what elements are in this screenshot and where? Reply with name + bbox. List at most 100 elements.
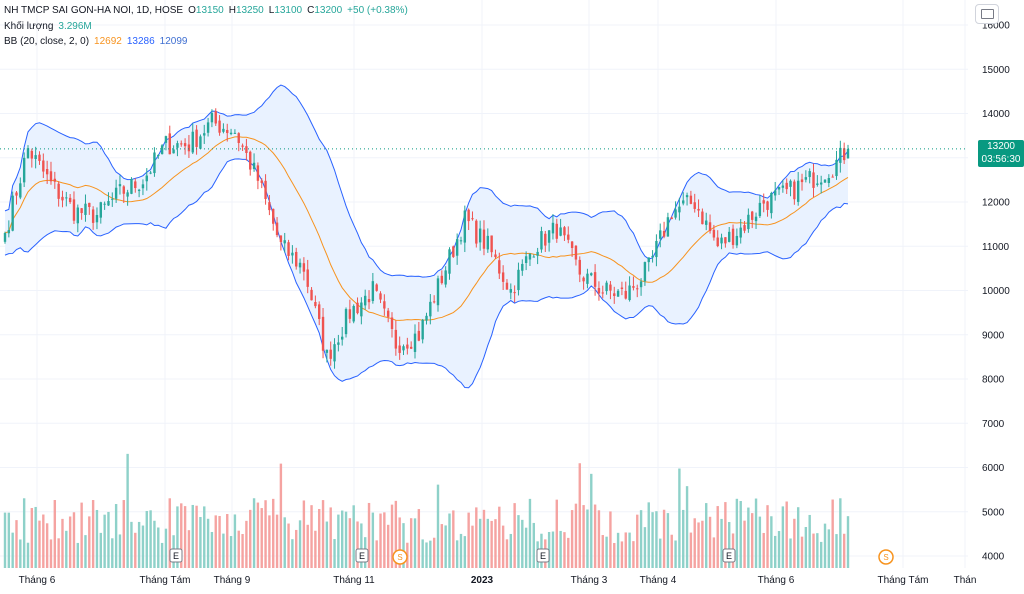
candle-body [126,192,129,197]
volume-bar [429,540,432,568]
candle-body [176,143,179,148]
candle-body [214,111,217,124]
candle-body [425,315,428,321]
volume-bar [651,512,654,568]
candle-body [747,214,750,230]
candle-body [731,228,735,245]
candle-body [394,329,398,349]
candle-body [613,293,616,296]
candle-body [61,196,64,201]
volume-bar [268,515,271,568]
earnings-marker-icon[interactable] [355,548,369,563]
x-tick-label: Tháng Tám [140,575,191,586]
candle-body [409,346,413,349]
volume-bar [712,537,716,568]
volume-bar [337,514,340,568]
candle-body [528,253,532,260]
candle-body [65,197,68,199]
bb-label[interactable]: BB (20, close, 2, 0) [4,36,90,47]
volume-bar [728,522,731,568]
candle-body [793,181,796,200]
volume-bar [206,518,210,568]
volume-bar [605,536,608,568]
volume-bar [318,508,321,568]
candle-body [620,287,624,289]
candle-body [222,128,225,132]
candle-body [325,349,329,353]
volume-bar [356,521,359,568]
earnings-marker-icon[interactable] [536,548,550,563]
candle-body [505,282,509,290]
volume-bar [314,530,317,568]
symbol-title[interactable]: NH TMCP SAI GON-HA NOI, 1D, HOSE [4,5,184,16]
volume-bar [26,542,30,568]
candle-body [816,183,819,185]
bb-lower-line [4,158,849,389]
volume-bar [398,517,401,568]
volume-bar [563,532,566,568]
candle-body [647,257,650,263]
candle-body [103,203,106,205]
candle-body [118,184,122,187]
volume-bar [800,536,804,568]
candle-body [187,144,191,152]
candle-body [329,349,332,359]
candle-body [145,175,148,182]
volume-bar [237,530,240,568]
volume-bar [819,541,823,568]
volume-bar [145,510,148,568]
candle-body [157,155,160,157]
low-label: L [268,5,275,16]
volume-bar [310,505,313,568]
candle-body [471,218,474,220]
candle-body [356,302,359,314]
candle-body [547,230,551,243]
candle-body [804,177,808,180]
volume-bar [846,516,850,568]
legend: NH TMCP SAI GON-HA NOI, 1D, HOSE O13150 H1… [4,3,408,50]
candle-body [689,195,693,204]
candle-body [770,193,773,214]
volume-bar [379,513,382,568]
volume-bar [122,500,125,568]
dividend-marker-icon[interactable] [392,549,408,565]
candle-body [789,180,792,187]
earnings-marker-icon[interactable] [722,548,736,563]
candle-body [777,186,781,190]
volume-bar [528,498,532,568]
volume-bar [302,500,306,568]
candle-body [452,246,455,257]
high-value: 13250 [235,5,264,16]
candle-body [509,289,512,293]
volume-bar [264,500,267,568]
volume-bar [68,516,72,568]
candle-body [275,222,279,236]
candle-body [639,281,643,288]
last-price-value: 13200 [987,141,1015,152]
earnings-marker-icon[interactable] [169,548,183,563]
settings-icon[interactable] [975,4,999,24]
candle-body [436,278,440,306]
volume-bar [245,520,248,568]
volume-bar [375,540,378,568]
volume-bar [183,506,187,568]
change-value: +50 (+0.38%) [347,5,408,16]
candle-body [636,288,639,290]
dividend-marker-icon[interactable] [878,549,894,565]
candle-body [264,180,267,200]
candle-body [494,254,497,258]
candle-body [417,330,421,341]
candle-body [578,259,581,275]
candle-body [651,255,654,258]
volume-label[interactable]: Khối lượng [4,20,54,32]
candle-body [559,227,562,236]
volume-bar [383,512,386,568]
candle-body [601,292,604,294]
y-tick-label: 16000 [982,21,1010,32]
x-tick-label: 2023 [471,575,494,586]
candle-body [91,209,95,223]
volume-bar [256,502,260,568]
volume-bar [743,520,746,568]
candle-body [524,256,528,263]
